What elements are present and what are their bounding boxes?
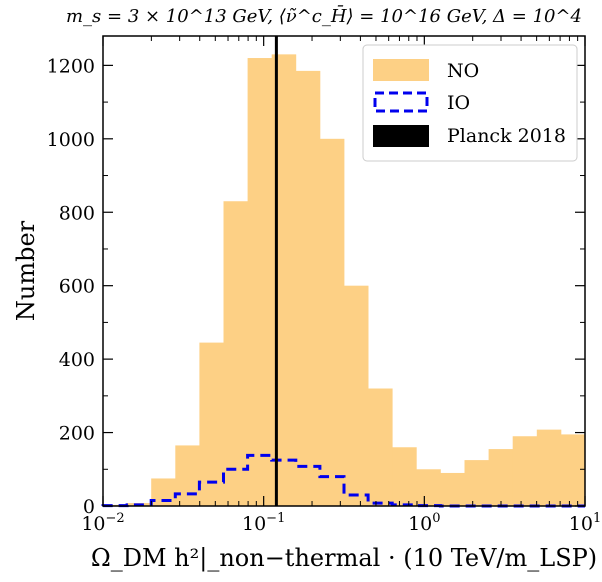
x-tick-label: 100 [408, 511, 440, 535]
x-tick-label: 10−2 [81, 511, 124, 535]
no-bar [247, 58, 273, 506]
y-axis-title: Number [12, 220, 40, 321]
legend-io-label: IO [447, 92, 470, 114]
no-bar [368, 388, 393, 506]
chart-title: m_s = 3 × 10^13 GeV, ⟨ν̃^c_H̄⟩ = 10^16 G… [66, 4, 582, 27]
legend-io-swatch [373, 91, 429, 113]
no-bar [464, 460, 489, 506]
y-tick-label: 200 [59, 423, 95, 445]
legend-planck-swatch [373, 125, 429, 147]
no-bar [392, 447, 417, 506]
y-tick-label: 600 [59, 276, 95, 298]
legend-no-swatch [373, 59, 429, 81]
x-axis-title: Ω_DM h²|_non−thermal · (10 TeV/m_LSP) [91, 544, 597, 573]
no-bar [175, 445, 200, 506]
x-tick-label: 101 [569, 511, 601, 535]
legend-no-label: NO [447, 60, 479, 82]
axis-ticks: 10−2 10−1 100 101 0 200 400 600 800 1000 1200 [47, 36, 601, 535]
no-bar [223, 201, 248, 506]
no-bar [295, 70, 321, 506]
x-tick-label: 10−1 [242, 511, 285, 535]
no-bar [199, 342, 224, 506]
io-step-line [101, 453, 585, 508]
legend: NO IO Planck 2018 [362, 44, 578, 162]
no-bar [488, 449, 514, 506]
no-bar [440, 472, 465, 506]
no-series-bars [103, 54, 586, 506]
no-bar [536, 429, 562, 506]
no-bar [512, 436, 538, 506]
y-tick-label: 1200 [47, 55, 95, 77]
y-tick-label: 0 [83, 496, 95, 518]
no-bar [560, 434, 586, 506]
no-bar [319, 138, 345, 506]
io-series-step [101, 453, 585, 508]
y-tick-label: 1000 [47, 129, 95, 151]
y-tick-label: 400 [59, 349, 95, 371]
legend-planck-label: Planck 2018 [447, 125, 566, 147]
no-bar [344, 285, 369, 506]
chart-title-text: m_s = 3 × 10^13 GeV, ⟨ν̃^c_H̄⟩ = 10^16 G… [66, 4, 582, 27]
no-bar [416, 469, 441, 506]
y-tick-label: 800 [59, 202, 95, 224]
plot-frame [102, 35, 586, 507]
